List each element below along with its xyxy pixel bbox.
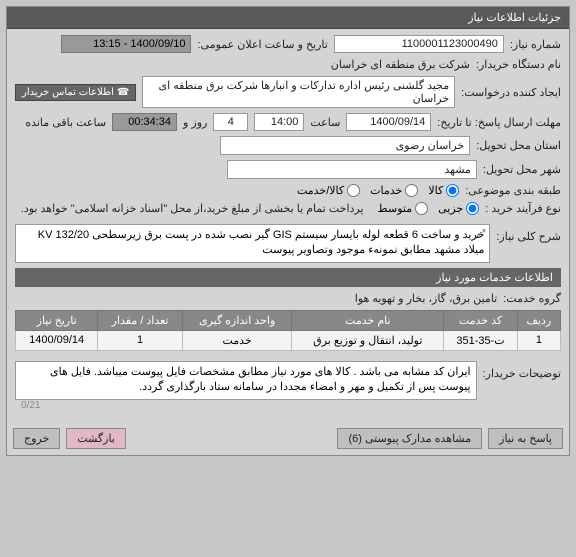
requester-value: مجید گلشنی رئیس اداره تدارکات و انبارها … [142, 76, 455, 108]
radio-jozi[interactable]: جزیی [438, 202, 479, 215]
cell-date: 1400/09/14 [16, 330, 98, 350]
buyer-notes-textarea: ایران کد مشابه می باشد . کالا های مورد ن… [15, 361, 477, 400]
row-city: شهر محل تحویل: مشهد [15, 160, 561, 179]
notes-counter: 0/21 [15, 400, 477, 411]
city-value: مشهد [227, 160, 477, 179]
buyer-notes-label: توضیحات خریدار: [483, 367, 561, 380]
item-type-label: طبقه بندی موضوعی: [465, 184, 561, 197]
proc-type-radios: جزیی متوسط [378, 202, 480, 215]
buyer-notes-text: ایران کد مشابه می باشد . کالا های مورد ن… [50, 366, 471, 393]
need-no-value: 1100001123000490 [334, 35, 504, 53]
col-code: کد خدمت [444, 310, 518, 330]
back-button[interactable]: بازگشت [66, 428, 126, 449]
row-proc-type: نوع فرآیند خرید : جزیی متوسط پرداخت تمام… [15, 202, 561, 215]
radio-both[interactable]: کالا/خدمت [297, 184, 360, 197]
exit-button[interactable]: خروج [13, 428, 60, 449]
cell-unit: خدمت [182, 330, 292, 350]
proc-type-note: پرداخت تمام یا بخشی از مبلغ خرید،از محل … [21, 202, 364, 215]
cell-code: ت-35-351 [444, 330, 518, 350]
city-label: شهر محل تحویل: [483, 163, 561, 176]
deadline-time-label: ساعت [310, 116, 340, 129]
radio-motevaset[interactable]: متوسط [378, 202, 429, 215]
radio-both-input[interactable] [347, 184, 360, 197]
desc-textarea: ⤢ خرید و ساخت 6 قطعه لوله بایسار سیستم G… [15, 224, 490, 263]
row-service-group: گروه خدمت: تامین برق، گاز، بخار و تهویه … [15, 292, 561, 305]
radio-jozi-input[interactable] [466, 202, 479, 215]
desc-label: شرح کلی نیاز: [496, 230, 561, 243]
cell-idx: 1 [517, 330, 560, 350]
deadline-remain-label: ساعت باقی مانده [25, 116, 106, 129]
row-item-type: طبقه بندی موضوعی: کالا خدمات کالا/خدمت [15, 184, 561, 197]
deadline-label: مهلت ارسال پاسخ: تا تاریخ: [437, 116, 561, 129]
province-value: خراسان رضوی [220, 136, 470, 155]
buyer-org-value: شرکت برق منطقه ای خراسان [331, 58, 470, 71]
deadline-days: 4 [213, 113, 248, 131]
deadline-time: 14:00 [254, 113, 304, 131]
panel-title: جزئیات اطلاعات نیاز [468, 12, 561, 24]
row-need-no: شماره نیاز: 1100001123000490 تاریخ و ساع… [15, 35, 561, 53]
panel-body: شماره نیاز: 1100001123000490 تاریخ و ساع… [7, 29, 569, 422]
need-no-label: شماره نیاز: [510, 38, 561, 51]
deadline-days-label: روز و [183, 116, 207, 129]
row-province: استان محل تحویل: خراسان رضوی [15, 136, 561, 155]
bottom-buttons: پاسخ به نیاز مشاهده مدارک پیوستی (6) باز… [7, 422, 569, 455]
province-label: استان محل تحویل: [476, 139, 561, 152]
radio-motevaset-input[interactable] [415, 202, 428, 215]
main-panel: جزئیات اطلاعات نیاز شماره نیاز: 11000011… [6, 6, 570, 456]
buyer-org-label: نام دستگاه خریدار: [476, 58, 561, 71]
services-table: ردیف کد خدمت نام خدمت واحد اندازه گیری ت… [15, 310, 561, 351]
service-group-value: تامین برق، گاز، بخار و تهویه هوا [355, 292, 497, 305]
radio-kala-input[interactable] [446, 184, 459, 197]
col-name: نام خدمت [292, 310, 444, 330]
table-row: 1 ت-35-351 تولید، انتقال و توزیع برق خدم… [16, 330, 561, 350]
services-thead: ردیف کد خدمت نام خدمت واحد اندازه گیری ت… [16, 310, 561, 330]
expand-icon[interactable]: ⤢ [477, 227, 486, 242]
services-tbody: 1 ت-35-351 تولید، انتقال و توزیع برق خدم… [16, 330, 561, 350]
item-type-radios: کالا خدمات کالا/خدمت [297, 184, 459, 197]
radio-khadamat-input[interactable] [405, 184, 418, 197]
announce-value: 1400/09/10 - 13:15 [61, 35, 191, 53]
row-buyer-org: نام دستگاه خریدار: شرکت برق منطقه ای خرا… [15, 58, 561, 71]
row-desc: شرح کلی نیاز: ⤢ خرید و ساخت 6 قطعه لوله … [15, 220, 561, 263]
contact-button[interactable]: ☎ اطلاعات تماس خریدار [15, 84, 136, 101]
col-unit: واحد اندازه گیری [182, 310, 292, 330]
radio-kala[interactable]: کالا [428, 184, 459, 197]
respond-button[interactable]: پاسخ به نیاز [488, 428, 563, 449]
row-deadline: مهلت ارسال پاسخ: تا تاریخ: 1400/09/14 سا… [15, 113, 561, 131]
services-header: اطلاعات خدمات مورد نیاز [15, 268, 561, 287]
radio-khadamat[interactable]: خدمات [370, 184, 418, 197]
panel-header: جزئیات اطلاعات نیاز [7, 7, 569, 29]
desc-text: خرید و ساخت 6 قطعه لوله بایسار سیستم GIS… [38, 229, 485, 256]
row-buyer-notes: توضیحات خریدار: ایران کد مشابه می باشد .… [15, 357, 561, 411]
requester-label: ایجاد کننده درخواست: [461, 86, 561, 99]
col-qty: تعداد / مقدار [98, 310, 183, 330]
service-group-label: گروه خدمت: [503, 292, 561, 305]
attachments-button[interactable]: مشاهده مدارک پیوستی (6) [337, 428, 482, 449]
deadline-date: 1400/09/14 [346, 113, 431, 131]
announce-label: تاریخ و ساعت اعلان عمومی: [197, 38, 327, 51]
contact-label: اطلاعات تماس خریدار [22, 87, 114, 98]
cell-qty: 1 [98, 330, 183, 350]
row-requester: ایجاد کننده درخواست: مجید گلشنی رئیس ادا… [15, 76, 561, 108]
col-date: تاریخ نیاز [16, 310, 98, 330]
col-row: ردیف [517, 310, 560, 330]
proc-type-label: نوع فرآیند خرید : [485, 202, 561, 215]
deadline-remain: 00:34:34 [112, 113, 177, 131]
cell-name: تولید، انتقال و توزیع برق [292, 330, 444, 350]
phone-icon: ☎ [117, 87, 129, 98]
